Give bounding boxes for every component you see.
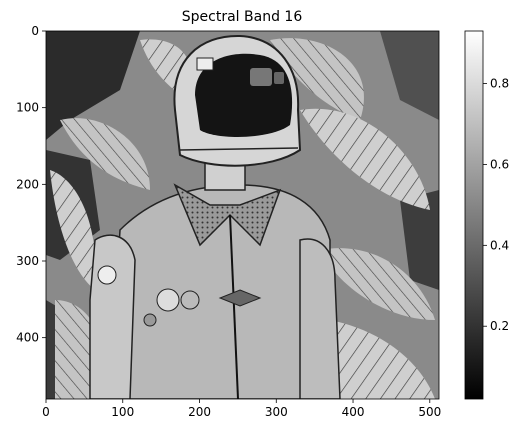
y-tick-label: 300 [16,254,39,268]
colorbar-tick-label: 0.4 [490,238,509,252]
y-tick-label: 200 [16,177,39,191]
y-tick-label: 400 [16,331,39,345]
colorbar-tick-label: 0.2 [490,319,509,333]
heatmap-image [46,31,439,399]
colorbar-tick-label: 0.6 [490,157,509,171]
colorbar-tick-label: 0.8 [490,77,509,91]
y-tick-label: 0 [31,24,39,38]
x-axis: 0 100 200 300 400 500 [42,399,441,419]
x-tick-label: 200 [188,405,211,419]
colorbar-axis: 0.2 0.4 0.6 0.8 [483,77,509,333]
colorbar [464,30,484,400]
x-tick-label: 300 [265,405,288,419]
y-axis: 0 100 200 300 400 [16,24,46,345]
chart-title: Spectral Band 16 [182,9,303,25]
x-tick-label: 500 [418,405,441,419]
x-tick-label: 100 [111,405,134,419]
x-tick-label: 400 [342,405,365,419]
y-tick-label: 100 [16,101,39,115]
plot-frame [45,30,440,400]
x-tick-label: 0 [42,405,50,419]
